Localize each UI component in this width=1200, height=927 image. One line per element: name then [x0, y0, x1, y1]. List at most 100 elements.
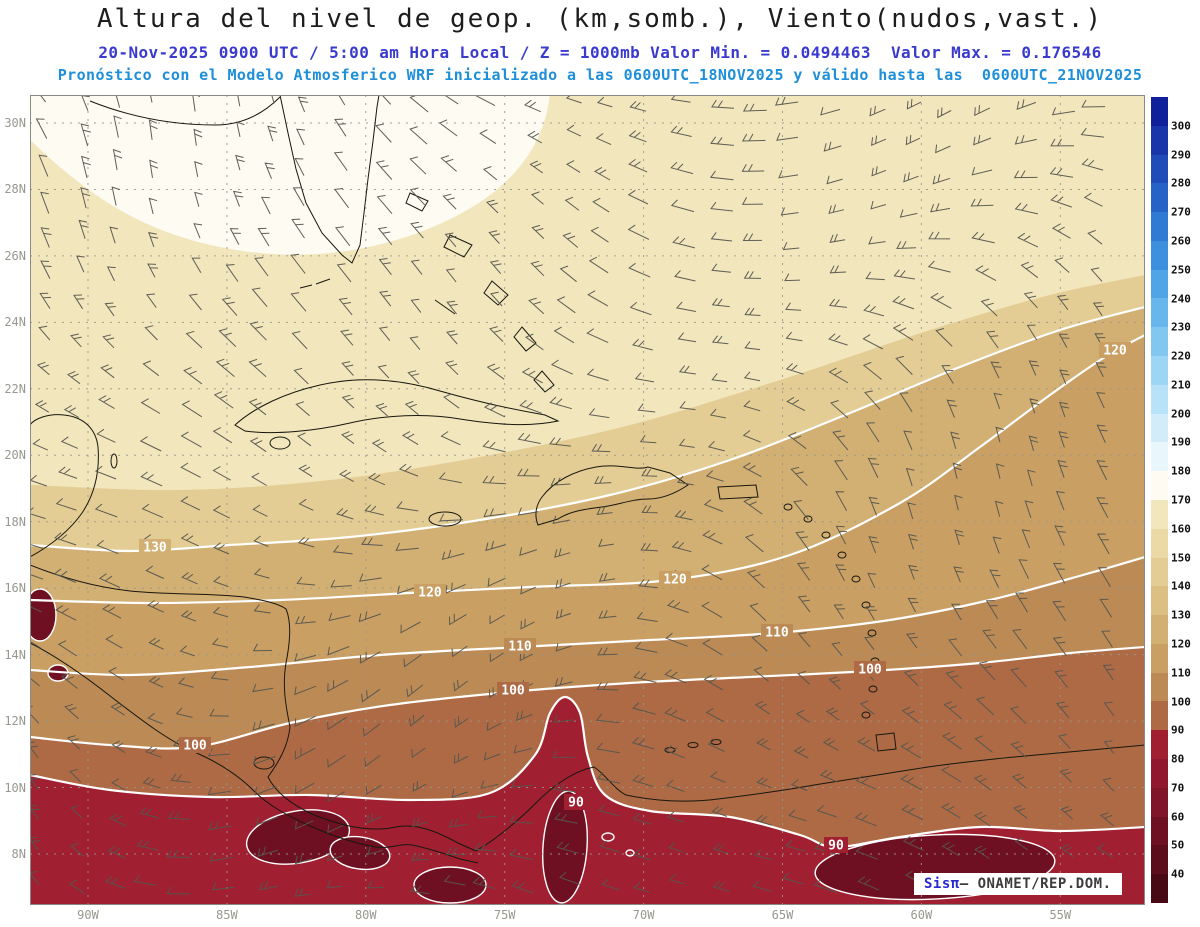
colorbar-cell — [1151, 384, 1168, 414]
colorbar-cell — [1151, 125, 1168, 155]
lat-axis: 30N 28N 26N 24N 22N 20N 18N 16N 14N 12N 10N 8N — [0, 95, 28, 905]
colorbar-cell — [1151, 269, 1168, 299]
colorbar-cell — [1151, 758, 1168, 788]
lon-tick-label: 65W — [771, 908, 794, 922]
lat-tick-label: 22N — [4, 381, 26, 396]
contour-label: 130 — [143, 541, 167, 556]
colorbar-tick-label: 300 — [1171, 119, 1191, 133]
colorbar-tick-label: 50 — [1171, 838, 1185, 852]
colorbar-cell — [1151, 787, 1168, 817]
colorbar-cell — [1151, 154, 1168, 184]
colorbar-tick-label: 290 — [1171, 148, 1191, 162]
colorbar-tick-label: 250 — [1171, 263, 1191, 277]
lat-tick-label: 8N — [11, 846, 26, 861]
colorbar-tick-label: 280 — [1171, 176, 1191, 190]
attribution-badge: Sisπ– ONAMET/REP.DOM. — [914, 873, 1122, 895]
colorbar-tick-label: 150 — [1171, 551, 1191, 565]
lon-tick-label: 85W — [216, 908, 238, 922]
lat-tick-label: 30N — [4, 116, 26, 130]
lat-tick-label: 24N — [4, 315, 26, 330]
map-svg: 130 120 120 120 110 110 100 100 100 90 90 — [30, 95, 1145, 905]
colorbar-tick-label: 190 — [1171, 435, 1191, 449]
colorbar-cell — [1151, 413, 1168, 443]
colorbar-cell — [1151, 471, 1168, 500]
lon-tick-label: 75W — [493, 908, 516, 922]
colorbar-cell — [1151, 298, 1168, 328]
lon-tick-label: 55W — [1049, 908, 1072, 922]
colorbar-tick-label: 230 — [1171, 320, 1191, 334]
colorbar-cell — [1151, 845, 1168, 875]
colorbar-tick-label: 270 — [1171, 205, 1191, 219]
lon-tick-label: 80W — [354, 908, 377, 922]
colorbar-tick-label: 80 — [1171, 752, 1185, 766]
colorbar-cell — [1151, 672, 1168, 702]
colorbar-cell — [1151, 701, 1168, 731]
lat-tick-label: 10N — [4, 780, 26, 795]
contour-label: 120 — [418, 586, 442, 601]
colorbar-cell — [1151, 356, 1168, 385]
lat-tick-label: 16N — [4, 581, 26, 596]
colorbar-tick-label: 130 — [1171, 608, 1191, 622]
colorbar-tick-label: 240 — [1171, 292, 1191, 305]
attribution-text: – ONAMET/REP.DOM. — [959, 876, 1112, 892]
chart-subtitle-validtime: 20-Nov-2025 0900 UTC / 5:00 am Hora Loca… — [98, 43, 1102, 62]
colorbar-cell — [1151, 557, 1168, 587]
lon-tick-label: 60W — [910, 908, 933, 922]
colorbar-cell — [1151, 816, 1168, 846]
lat-tick-label: 12N — [4, 714, 26, 729]
colorbar-cell — [1151, 327, 1168, 357]
colorbar-tick-label: 180 — [1171, 464, 1191, 478]
colorbar-cell — [1151, 499, 1168, 529]
contour-label: 100 — [183, 739, 207, 754]
contour-label: 110 — [765, 626, 789, 641]
contour-label: 100 — [858, 663, 882, 678]
contour-label: 100 — [501, 684, 525, 699]
wind-barbs — [30, 95, 1115, 897]
colorbar-cell — [1151, 874, 1168, 903]
colorbar-tick-label: 160 — [1171, 522, 1191, 536]
coastlines — [30, 95, 1145, 864]
attribution-brand: Sisπ — [924, 876, 960, 892]
contour-label: 120 — [1103, 344, 1127, 359]
colorbar-cell — [1151, 240, 1168, 270]
lat-tick-label: 18N — [4, 514, 26, 529]
colorbar-tick-label: 140 — [1171, 579, 1191, 593]
colorbar-tick-label: 60 — [1171, 810, 1185, 824]
colorbar-tick-label: 210 — [1171, 378, 1191, 392]
lon-axis: 90W 85W 80W 75W 70W 65W 60W 55W — [30, 906, 1145, 926]
contour-label: 90 — [828, 839, 844, 854]
contour-label: 110 — [508, 640, 532, 655]
lat-tick-label: 26N — [4, 248, 26, 263]
colorbar-tick-label: 260 — [1171, 234, 1191, 248]
colorbar-cell — [1151, 528, 1168, 558]
colorbar-tick-label: 220 — [1171, 349, 1191, 363]
lat-tick-label: 28N — [4, 182, 26, 197]
colorbar-cell — [1151, 212, 1168, 241]
lon-tick-label: 90W — [77, 908, 99, 922]
colorbar-tick-label: 40 — [1171, 867, 1185, 881]
colorbar-tick-label: 170 — [1171, 493, 1191, 507]
colorbar-cell — [1151, 183, 1168, 213]
colorbar — [1151, 97, 1168, 903]
colorbar-cell — [1151, 643, 1168, 673]
colorbar-tick-label: 200 — [1171, 407, 1191, 421]
colorbar-labels: 40 50 60 70 80 90 100 110 120 130 140 150 160 170 180 1… — [1171, 97, 1199, 903]
lat-tick-label: 20N — [4, 448, 26, 463]
contour-label: 120 — [663, 573, 687, 588]
colorbar-tick-label: 70 — [1171, 781, 1185, 795]
colorbar-cell — [1151, 586, 1168, 616]
contour-label: 90 — [568, 796, 584, 811]
chart-title: Altura del nivel de geop. (km,somb.), Vi… — [96, 4, 1104, 34]
lat-tick-label: 14N — [4, 647, 26, 662]
colorbar-cell — [1151, 615, 1168, 644]
colorbar-cell — [1151, 730, 1168, 759]
chart-subtitle-model: Pronóstico con el Modelo Atmosferico WRF… — [57, 66, 1143, 84]
map-canvas: 130 120 120 120 110 110 100 100 100 90 90 — [30, 95, 1145, 905]
colorbar-tick-label: 120 — [1171, 637, 1191, 651]
colorbar-cell — [1151, 97, 1168, 126]
colorbar-cell — [1151, 442, 1168, 472]
colorbar-tick-label: 90 — [1171, 723, 1185, 737]
colorbar-tick-label: 110 — [1171, 666, 1191, 680]
colorbar-tick-label: 100 — [1171, 695, 1191, 708]
